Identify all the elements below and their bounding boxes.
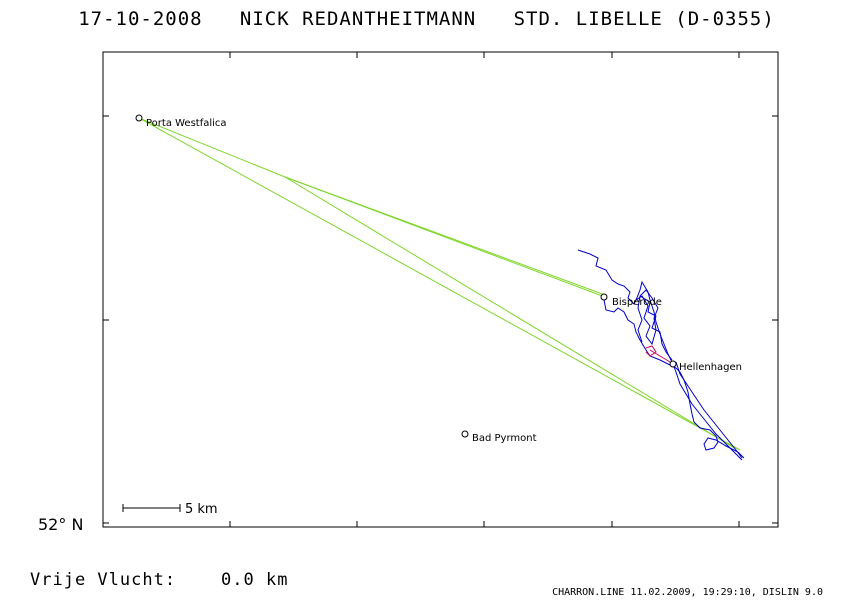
flight-track (577, 249, 745, 461)
scale-label: 5 km (185, 502, 218, 517)
track-segment (639, 295, 673, 361)
place-marker (135, 114, 143, 122)
track-segment (635, 289, 659, 346)
pilot-name: NICK REDANTHEITMANN (239, 8, 477, 30)
place-marker (600, 293, 608, 301)
place-label: Bad Pyrmont (472, 433, 537, 444)
place-label: Hellenhagen (679, 362, 742, 373)
map-frame (102, 51, 779, 528)
place-bad-pyrmont: Bad Pyrmont (461, 430, 537, 444)
task-leg (138, 117, 741, 451)
distance-label: Vrije Vlucht: (30, 570, 177, 590)
scale-bar: 5 km (122, 502, 218, 517)
latitude-label: 52° N (38, 515, 84, 534)
place-marker (669, 360, 677, 368)
flight-date: 17-10-2008 (78, 8, 203, 30)
task-legs (138, 117, 741, 451)
distance-readout: Vrije Vlucht: 0.0 km (30, 570, 288, 590)
chart-title: 17-10-2008 NICK REDANTHEITMANN STD. LIBE… (0, 8, 853, 30)
track-segment (675, 361, 743, 459)
task-leg (138, 117, 606, 298)
place-label: Bisperode (612, 297, 662, 308)
place-hellenhagen: Hellenhagen (669, 360, 742, 373)
glider-name: STD. LIBELLE (D-0355) (513, 8, 775, 30)
place-porta-westfalica: Porta Westfalica (135, 114, 227, 129)
distance-value: 0.0 km (221, 570, 289, 590)
task-leg (284, 176, 737, 450)
axis-ticks (103, 52, 778, 527)
local-segment (645, 345, 657, 357)
place-marker (461, 430, 469, 438)
track-segment (577, 249, 743, 461)
credits: CHARRON.LINE 11.02.2009, 19:29:10, DISLI… (552, 587, 823, 598)
track-segment (603, 299, 745, 459)
place-label: Porta Westfalica (146, 118, 227, 129)
task-leg (284, 176, 606, 296)
place-bisperode: Bisperode (600, 293, 662, 308)
